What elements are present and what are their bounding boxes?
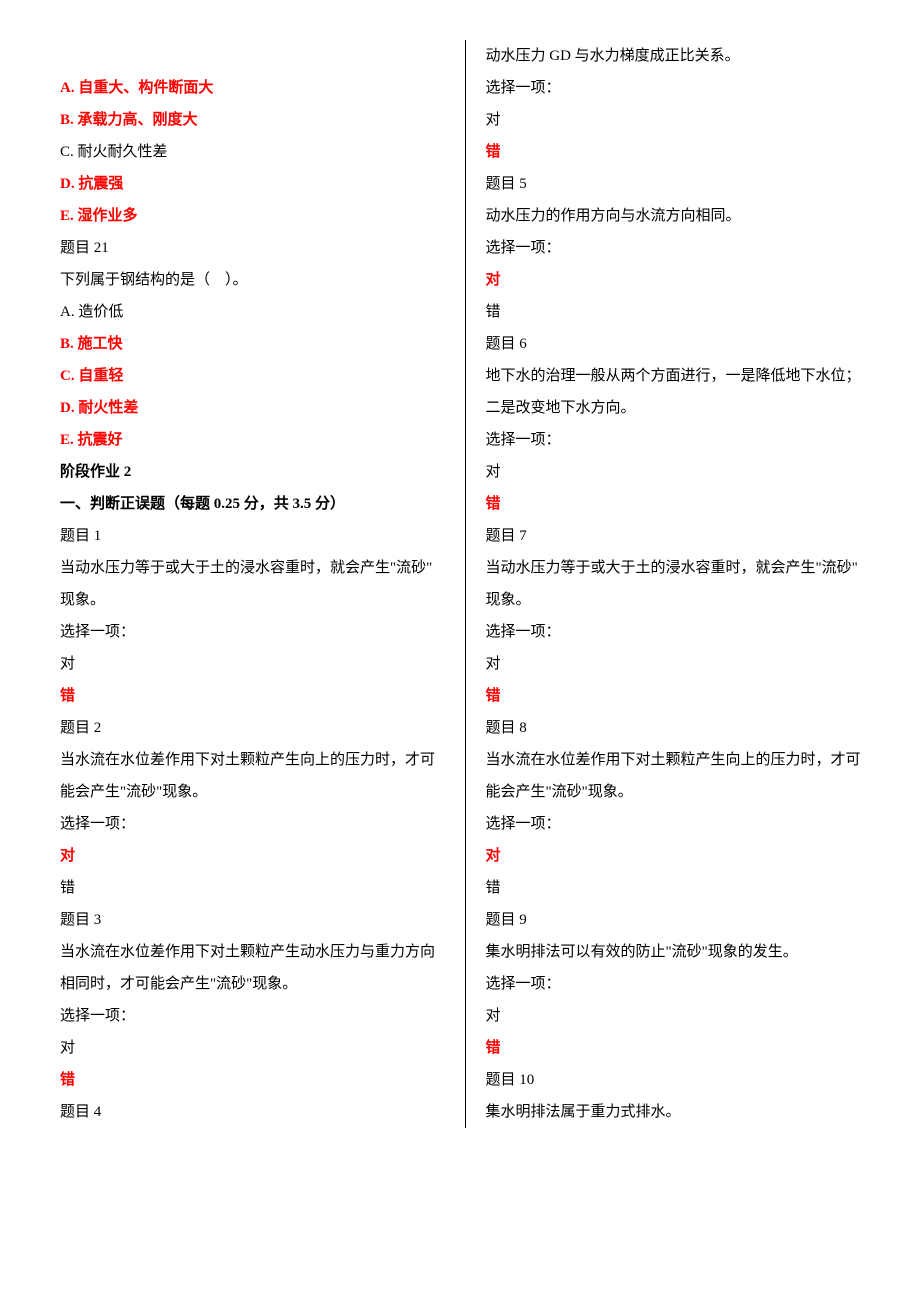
left-line: 错 xyxy=(60,872,445,904)
right-line: 错 xyxy=(486,680,871,712)
right-line: 当水流在水位差作用下对土颗粒产生向上的压力时，才可 xyxy=(486,744,871,776)
left-line: 对 xyxy=(60,648,445,680)
left-line: 能会产生"流砂"现象。 xyxy=(60,776,445,808)
right-line: 对 xyxy=(486,456,871,488)
left-line: 现象。 xyxy=(60,584,445,616)
right-line: 题目 8 xyxy=(486,712,871,744)
right-line: 集水明排法可以有效的防止"流砂"现象的发生。 xyxy=(486,936,871,968)
right-line: 对 xyxy=(486,104,871,136)
right-line: 题目 5 xyxy=(486,168,871,200)
left-line: 当水流在水位差作用下对土颗粒产生向上的压力时，才可 xyxy=(60,744,445,776)
right-line: 集水明排法属于重力式排水。 xyxy=(486,1096,871,1128)
right-line: 现象。 xyxy=(486,584,871,616)
left-line: D. 耐火性差 xyxy=(60,392,445,424)
left-line: 当水流在水位差作用下对土颗粒产生动水压力与重力方向 xyxy=(60,936,445,968)
right-line: 对 xyxy=(486,264,871,296)
right-line: 题目 10 xyxy=(486,1064,871,1096)
right-column: 动水压力 GD 与水力梯度成正比关系。选择一项：对错题目 5动水压力的作用方向与… xyxy=(465,40,871,1128)
left-line: 对 xyxy=(60,1032,445,1064)
left-line: 对 xyxy=(60,840,445,872)
right-line: 选择一项： xyxy=(486,72,871,104)
left-line: 错 xyxy=(60,680,445,712)
right-line: 选择一项： xyxy=(486,808,871,840)
right-line: 对 xyxy=(486,1000,871,1032)
right-line: 动水压力的作用方向与水流方向相同。 xyxy=(486,200,871,232)
left-line: 选择一项： xyxy=(60,1000,445,1032)
right-line: 题目 9 xyxy=(486,904,871,936)
left-line: 当动水压力等于或大于土的浸水容重时，就会产生"流砂" xyxy=(60,552,445,584)
left-line: A. 造价低 xyxy=(60,296,445,328)
left-line: 下列属于钢结构的是（ ）。 xyxy=(60,264,445,296)
left-line: 题目 1 xyxy=(60,520,445,552)
right-line: 错 xyxy=(486,872,871,904)
left-line: B. 承载力高、刚度大 xyxy=(60,104,445,136)
right-line: 选择一项： xyxy=(486,232,871,264)
left-column: A. 自重大、构件断面大B. 承载力高、刚度大C. 耐火耐久性差D. 抗震强E.… xyxy=(60,40,465,1128)
left-line: 相同时，才可能会产生"流砂"现象。 xyxy=(60,968,445,1000)
right-line: 对 xyxy=(486,648,871,680)
left-line: E. 抗震好 xyxy=(60,424,445,456)
page: A. 自重大、构件断面大B. 承载力高、刚度大C. 耐火耐久性差D. 抗震强E.… xyxy=(0,0,920,1168)
left-line: 阶段作业 2 xyxy=(60,456,445,488)
right-line: 动水压力 GD 与水力梯度成正比关系。 xyxy=(486,40,871,72)
left-line: 一、判断正误题（每题 0.25 分，共 3.5 分） xyxy=(60,488,445,520)
right-line: 错 xyxy=(486,488,871,520)
right-line: 选择一项： xyxy=(486,424,871,456)
left-line: 题目 2 xyxy=(60,712,445,744)
right-line: 能会产生"流砂"现象。 xyxy=(486,776,871,808)
right-line: 错 xyxy=(486,1032,871,1064)
left-line: E. 湿作业多 xyxy=(60,200,445,232)
right-line: 当动水压力等于或大于土的浸水容重时，就会产生"流砂" xyxy=(486,552,871,584)
left-line: A. 自重大、构件断面大 xyxy=(60,72,445,104)
left-line: 题目 4 xyxy=(60,1096,445,1128)
left-line xyxy=(60,40,445,72)
right-line: 对 xyxy=(486,840,871,872)
right-line: 题目 7 xyxy=(486,520,871,552)
right-line: 错 xyxy=(486,296,871,328)
left-line: 选择一项： xyxy=(60,616,445,648)
right-line: 选择一项： xyxy=(486,616,871,648)
left-line: C. 自重轻 xyxy=(60,360,445,392)
right-line: 选择一项： xyxy=(486,968,871,1000)
left-line: 选择一项： xyxy=(60,808,445,840)
right-line: 题目 6 xyxy=(486,328,871,360)
right-line: 二是改变地下水方向。 xyxy=(486,392,871,424)
left-line: C. 耐火耐久性差 xyxy=(60,136,445,168)
left-line: 题目 21 xyxy=(60,232,445,264)
left-line: B. 施工快 xyxy=(60,328,445,360)
right-line: 地下水的治理一般从两个方面进行，一是降低地下水位； xyxy=(486,360,871,392)
left-line: 错 xyxy=(60,1064,445,1096)
right-line: 错 xyxy=(486,136,871,168)
left-line: D. 抗震强 xyxy=(60,168,445,200)
left-line: 题目 3 xyxy=(60,904,445,936)
